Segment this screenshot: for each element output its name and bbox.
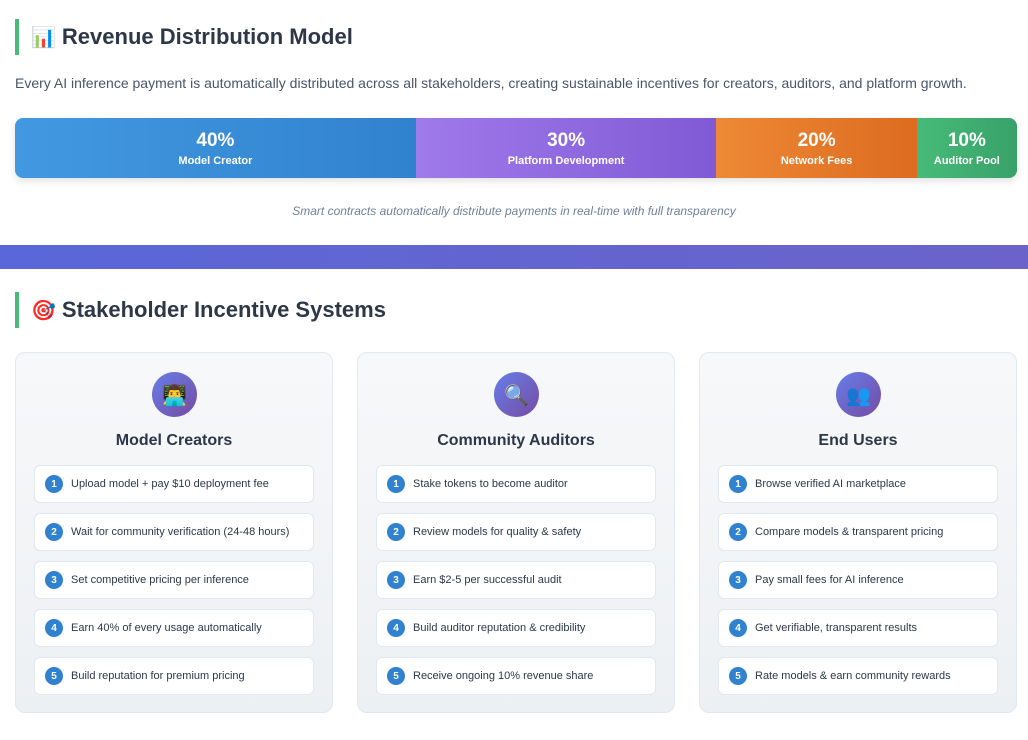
segment-label: Auditor Pool <box>933 154 1000 167</box>
segment-percent: 40% <box>196 129 235 151</box>
card-community-auditors: 🔍 Community Auditors 1 Stake tokens to be… <box>357 352 675 713</box>
step-item: 1 Stake tokens to become auditor <box>376 465 656 503</box>
step-text: Upload model + pay $10 deployment fee <box>71 478 269 490</box>
card-model-creators: 👨‍💻 Model Creators 1 Upload model + pay $… <box>15 352 333 713</box>
step-text: Build auditor reputation & credibility <box>413 622 586 634</box>
segment-platform-development: 30% Platform Development <box>415 118 717 178</box>
step-text: Receive ongoing 10% revenue share <box>413 670 594 682</box>
step-text: Earn 40% of every usage automatically <box>71 622 262 634</box>
step-text: Review models for quality & safety <box>413 526 582 538</box>
step-number: 2 <box>387 523 405 541</box>
step-number: 1 <box>387 475 405 493</box>
card-title: End Users <box>818 432 898 449</box>
step-text: Stake tokens to become auditor <box>413 478 568 490</box>
segment-label: Platform Development <box>507 154 625 167</box>
incentives-title-text: Stakeholder Incentive Systems <box>61 297 386 322</box>
revenue-description: Every AI inference payment is automatica… <box>15 75 967 91</box>
step-number: 2 <box>729 523 747 541</box>
step-number: 5 <box>387 667 405 685</box>
step-list: 1 Stake tokens to become auditor 2 Review … <box>376 465 656 705</box>
step-item: 3 Pay small fees for AI inference <box>718 561 998 599</box>
step-number: 3 <box>387 571 405 589</box>
step-text: Build reputation for premium pricing <box>71 670 245 682</box>
card-title: Model Creators <box>115 432 233 449</box>
step-number: 1 <box>45 475 63 493</box>
step-item: 2 Wait for community verification (24-48 … <box>34 513 314 551</box>
segment-percent: 30% <box>547 129 586 151</box>
step-list: 1 Upload model + pay $10 deployment fee 2… <box>34 465 314 705</box>
step-number: 4 <box>45 619 63 637</box>
step-number: 2 <box>45 523 63 541</box>
step-number: 4 <box>729 619 747 637</box>
revenue-title-text: Revenue Distribution Model <box>61 24 353 49</box>
step-item: 2 Review models for quality & safety <box>376 513 656 551</box>
step-text: Wait for community verification (24-48 h… <box>71 526 290 538</box>
card-title: Community Auditors <box>437 432 595 449</box>
step-text: Compare models & transparent pricing <box>755 526 944 538</box>
step-item: 4 Earn 40% of every usage automatically <box>34 609 314 647</box>
step-item: 4 Get verifiable, transparent results <box>718 609 998 647</box>
step-number: 5 <box>45 667 63 685</box>
step-number: 5 <box>729 667 747 685</box>
section-divider <box>0 245 1028 269</box>
incentives-section-title: 🎯 Stakeholder Incentive Systems <box>15 292 386 328</box>
step-item: 4 Build auditor reputation & credibility <box>376 609 656 647</box>
step-item: 5 Receive ongoing 10% revenue share <box>376 657 656 695</box>
revenue-distribution-bar: 40% Model Creator 30% Platform Developme… <box>15 118 1017 178</box>
step-list: 1 Browse verified AI marketplace 2 Compare… <box>718 465 998 705</box>
users-icon: 👥 <box>836 372 881 417</box>
segment-percent: 10% <box>947 129 986 151</box>
segment-model-creator: 40% Model Creator <box>15 118 416 178</box>
segment-label: Network Fees <box>780 154 853 167</box>
step-text: Earn $2-5 per successful audit <box>413 574 562 586</box>
step-text: Get verifiable, transparent results <box>755 622 918 634</box>
step-text: Pay small fees for AI inference <box>755 574 904 586</box>
technologist-icon: 👨‍💻 <box>152 372 197 417</box>
distribution-note: Smart contracts automatically distribute… <box>292 204 736 218</box>
step-item: 5 Rate models & earn community rewards <box>718 657 998 695</box>
step-item: 5 Build reputation for premium pricing <box>34 657 314 695</box>
step-item: 3 Set competitive pricing per inference <box>34 561 314 599</box>
magnifier-icon: 🔍 <box>494 372 539 417</box>
step-number: 1 <box>729 475 747 493</box>
step-item: 1 Browse verified AI marketplace <box>718 465 998 503</box>
step-item: 3 Earn $2-5 per successful audit <box>376 561 656 599</box>
bar-chart-icon: 📊 <box>31 25 56 49</box>
segment-label: Model Creator <box>178 154 253 167</box>
step-item: 2 Compare models & transparent pricing <box>718 513 998 551</box>
step-text: Browse verified AI marketplace <box>755 478 907 490</box>
step-text: Set competitive pricing per inference <box>71 574 249 586</box>
segment-network-fees: 20% Network Fees <box>716 118 917 178</box>
step-text: Rate models & earn community rewards <box>755 670 951 682</box>
step-item: 1 Upload model + pay $10 deployment fee <box>34 465 314 503</box>
segment-auditor-pool: 10% Auditor Pool <box>916 118 1017 178</box>
segment-percent: 20% <box>797 129 836 151</box>
step-number: 3 <box>729 571 747 589</box>
card-end-users: 👥 End Users 1 Browse verified AI marketpl… <box>699 352 1017 713</box>
step-number: 4 <box>387 619 405 637</box>
step-number: 3 <box>45 571 63 589</box>
target-icon: 🎯 <box>31 298 56 322</box>
revenue-section-title: 📊 Revenue Distribution Model <box>15 19 353 55</box>
